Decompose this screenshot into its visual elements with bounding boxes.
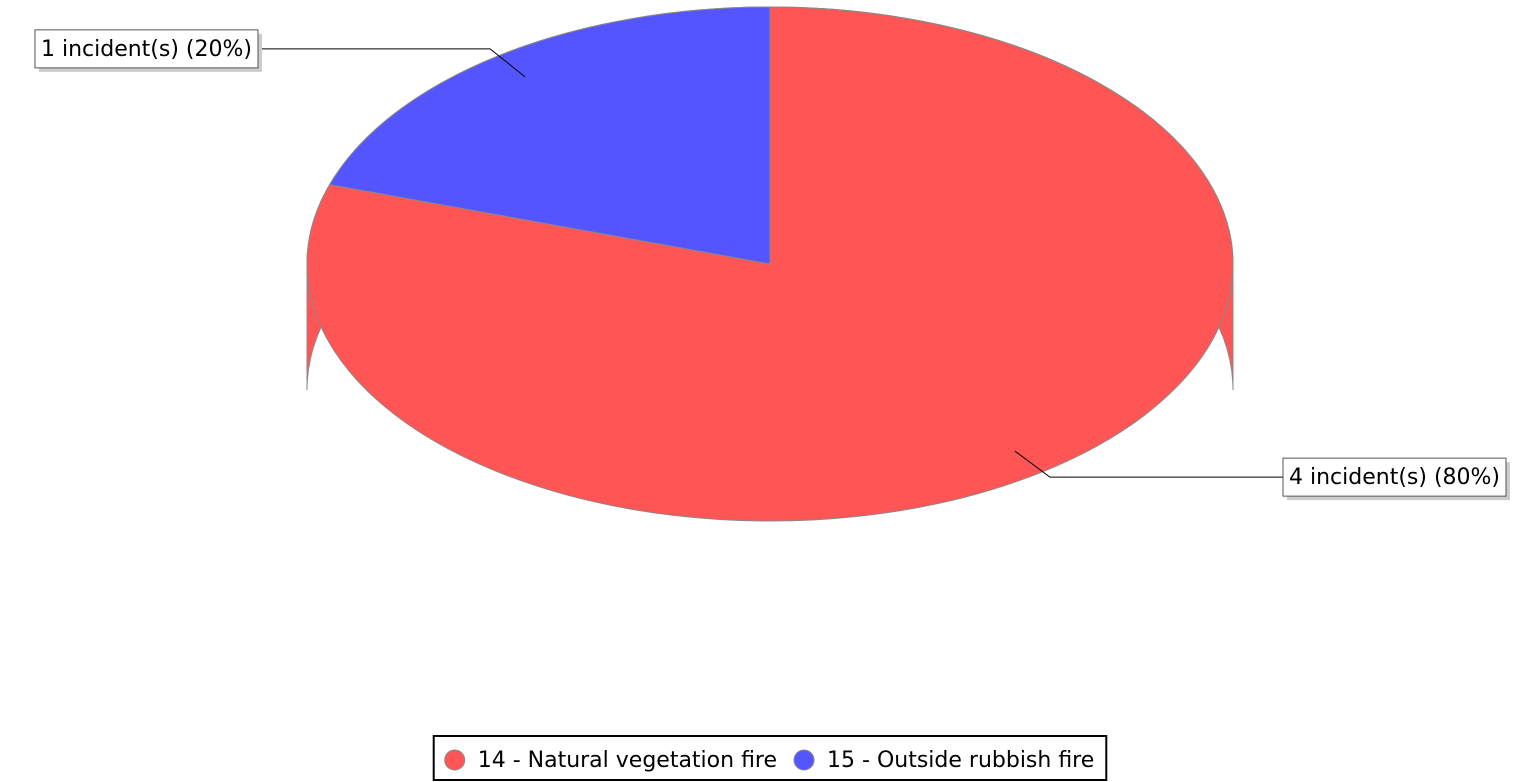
data-label: 1 incident(s) (20%) [41,37,252,62]
legend-label: 15 - Outside rubbish fire [827,748,1094,773]
legend-label: 14 - Natural vegetation fire [478,748,777,773]
legend-marker [444,749,466,771]
label-box [34,29,259,69]
label-box [1282,457,1507,497]
leader-line [1014,450,1283,478]
legend-marker [793,749,815,771]
pie-slice [328,6,771,265]
legend [432,735,1108,781]
data-label: 4 incident(s) (80%) [1289,465,1500,490]
leader-line [258,48,526,78]
